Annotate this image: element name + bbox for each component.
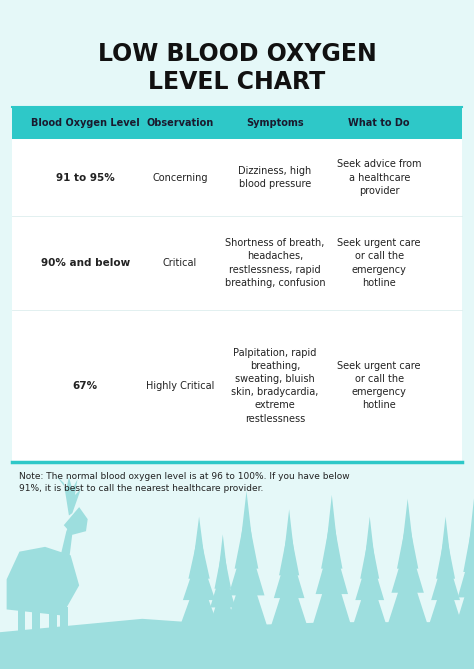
Polygon shape bbox=[64, 507, 88, 535]
Polygon shape bbox=[436, 531, 455, 579]
Text: Blood Oxygen Level: Blood Oxygen Level bbox=[31, 118, 140, 128]
Text: Concerning: Concerning bbox=[152, 173, 208, 183]
Text: Observation: Observation bbox=[146, 118, 214, 128]
Polygon shape bbox=[431, 552, 460, 600]
Text: Shortness of breath,
headaches,
restlessness, rapid
breathing, confusion: Shortness of breath, headaches, restless… bbox=[225, 238, 325, 288]
Polygon shape bbox=[183, 552, 215, 600]
Text: Highly Critical: Highly Critical bbox=[146, 381, 214, 391]
Text: 67%: 67% bbox=[73, 381, 98, 391]
Polygon shape bbox=[228, 535, 264, 595]
Text: Symptoms: Symptoms bbox=[246, 118, 304, 128]
Polygon shape bbox=[178, 573, 220, 632]
Polygon shape bbox=[326, 495, 337, 546]
Bar bbox=[60, 607, 68, 646]
Polygon shape bbox=[210, 565, 236, 607]
Polygon shape bbox=[316, 537, 348, 594]
Polygon shape bbox=[206, 584, 239, 636]
Polygon shape bbox=[392, 539, 424, 593]
Polygon shape bbox=[240, 491, 253, 545]
Polygon shape bbox=[427, 573, 465, 632]
Polygon shape bbox=[453, 565, 474, 636]
Polygon shape bbox=[214, 547, 231, 589]
Polygon shape bbox=[219, 535, 227, 572]
Text: 91 to 95%: 91 to 95% bbox=[56, 173, 115, 183]
Text: What to Do: What to Do bbox=[348, 118, 410, 128]
Polygon shape bbox=[464, 515, 474, 572]
Polygon shape bbox=[274, 547, 304, 598]
Text: Note: The normal blood oxygen level is at 96 to 100%. If you have below
91%, it : Note: The normal blood oxygen level is a… bbox=[19, 472, 350, 493]
Polygon shape bbox=[310, 562, 353, 632]
Text: Palpitation, rapid
breathing,
sweating, bluish
skin, bradycardia,
extreme
restle: Palpitation, rapid breathing, sweating, … bbox=[231, 348, 319, 423]
Text: LOW BLOOD OXYGEN: LOW BLOOD OXYGEN bbox=[98, 41, 376, 66]
Polygon shape bbox=[188, 531, 210, 579]
Polygon shape bbox=[365, 516, 374, 559]
Bar bbox=[49, 607, 57, 646]
Polygon shape bbox=[193, 516, 205, 559]
Polygon shape bbox=[55, 474, 81, 516]
Polygon shape bbox=[397, 514, 418, 569]
Polygon shape bbox=[321, 511, 342, 569]
Polygon shape bbox=[360, 531, 379, 579]
Polygon shape bbox=[223, 562, 270, 636]
Polygon shape bbox=[0, 619, 474, 669]
Bar bbox=[32, 607, 40, 646]
Polygon shape bbox=[356, 552, 384, 600]
Text: Dizziness, high
blood pressure: Dizziness, high blood pressure bbox=[238, 166, 311, 189]
Text: Seek urgent care
or call the
emergency
hotline: Seek urgent care or call the emergency h… bbox=[337, 238, 421, 288]
Polygon shape bbox=[402, 499, 413, 547]
Polygon shape bbox=[284, 509, 294, 555]
Polygon shape bbox=[386, 563, 429, 629]
Text: LEVEL CHART: LEVEL CHART bbox=[148, 70, 326, 94]
FancyBboxPatch shape bbox=[12, 139, 462, 462]
Polygon shape bbox=[441, 516, 450, 559]
Text: Critical: Critical bbox=[163, 258, 197, 268]
Polygon shape bbox=[351, 573, 389, 632]
Polygon shape bbox=[458, 541, 474, 597]
Polygon shape bbox=[279, 524, 299, 575]
Polygon shape bbox=[269, 569, 309, 632]
Polygon shape bbox=[468, 498, 474, 549]
FancyBboxPatch shape bbox=[12, 107, 462, 139]
Polygon shape bbox=[235, 508, 258, 569]
Text: Seek advice from
a healthcare
provider: Seek advice from a healthcare provider bbox=[337, 159, 421, 196]
Text: Seek urgent care
or call the
emergency
hotline: Seek urgent care or call the emergency h… bbox=[337, 361, 421, 411]
Bar bbox=[18, 607, 26, 646]
Text: 90% and below: 90% and below bbox=[41, 258, 130, 268]
Polygon shape bbox=[58, 513, 75, 567]
Polygon shape bbox=[7, 547, 79, 615]
